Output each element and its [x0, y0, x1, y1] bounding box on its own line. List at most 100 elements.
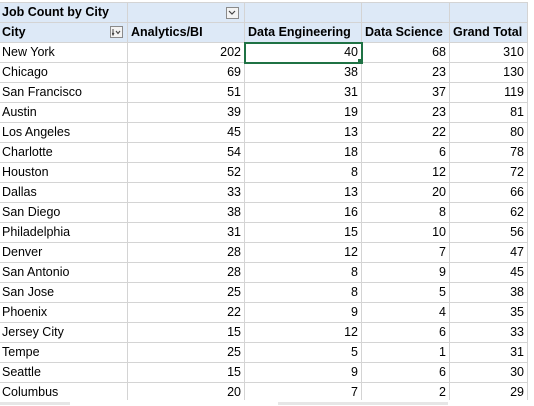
value-cell[interactable]: 66 [449, 182, 528, 203]
value-cell[interactable]: 6 [361, 142, 450, 163]
table-row: Jersey City 15 12 6 33 [0, 322, 528, 343]
value-cell[interactable]: 119 [449, 82, 528, 103]
column-filter-dropdown-icon[interactable] [226, 6, 239, 19]
value-cell[interactable]: 130 [449, 62, 528, 83]
value-cell[interactable]: 28 [127, 262, 245, 283]
value-cell[interactable]: 28 [127, 242, 245, 263]
value-cell[interactable]: 54 [127, 142, 245, 163]
value-cell[interactable]: 39 [127, 102, 245, 123]
value-cell[interactable]: 8 [244, 162, 362, 183]
value-cell[interactable]: 45 [449, 262, 528, 283]
city-cell[interactable]: Jersey City [0, 322, 128, 343]
table-row: Dallas 33 13 20 66 [0, 182, 528, 203]
value-cell[interactable]: 45 [127, 122, 245, 143]
value-cell[interactable]: 35 [449, 302, 528, 323]
value-cell[interactable]: 8 [244, 262, 362, 283]
city-cell[interactable]: Denver [0, 242, 128, 263]
value-cell[interactable]: 12 [244, 322, 362, 343]
value-cell[interactable]: 5 [244, 342, 362, 363]
city-cell[interactable]: Tempe [0, 342, 128, 363]
city-cell[interactable]: Austin [0, 102, 128, 123]
value-cell[interactable]: 18 [244, 142, 362, 163]
value-cell[interactable]: 202 [127, 42, 245, 63]
city-cell[interactable]: San Jose [0, 282, 128, 303]
pivot-table: Job Count by City City Analytics/BI [0, 2, 528, 403]
value-cell[interactable]: 72 [449, 162, 528, 183]
table-row: Phoenix 22 9 4 35 [0, 302, 528, 323]
value-cell[interactable]: 25 [127, 282, 245, 303]
row-header-cell[interactable]: City [0, 22, 128, 43]
value-cell[interactable]: 22 [361, 122, 450, 143]
value-cell[interactable]: 12 [361, 162, 450, 183]
value-cell[interactable]: 10 [361, 222, 450, 243]
table-row: San Jose 25 8 5 38 [0, 282, 528, 303]
value-cell[interactable]: 19 [244, 102, 362, 123]
value-cell[interactable]: 4 [361, 302, 450, 323]
table-row: Charlotte 54 18 6 78 [0, 142, 528, 163]
value-cell[interactable]: 13 [244, 182, 362, 203]
value-cell[interactable]: 5 [361, 282, 450, 303]
value-cell[interactable]: 33 [449, 322, 528, 343]
value-cell[interactable]: 9 [244, 302, 362, 323]
city-cell[interactable]: Seattle [0, 362, 128, 383]
value-cell[interactable]: 16 [244, 202, 362, 223]
value-cell[interactable]: 69 [127, 62, 245, 83]
value-cell[interactable]: 37 [361, 82, 450, 103]
city-cell[interactable]: Houston [0, 162, 128, 183]
value-cell[interactable]: 13 [244, 122, 362, 143]
value-cell[interactable]: 25 [127, 342, 245, 363]
value-cell[interactable]: 56 [449, 222, 528, 243]
value-cell[interactable]: 52 [127, 162, 245, 183]
city-cell[interactable]: San Francisco [0, 82, 128, 103]
city-cell[interactable]: New York [0, 42, 128, 63]
value-cell[interactable]: 9 [361, 262, 450, 283]
city-cell[interactable]: Philadelphia [0, 222, 128, 243]
value-cell[interactable]: 51 [127, 82, 245, 103]
value-cell[interactable]: 38 [127, 202, 245, 223]
value-cell[interactable]: 80 [449, 122, 528, 143]
col-header-data-science[interactable]: Data Science [361, 22, 450, 43]
city-cell[interactable]: Dallas [0, 182, 128, 203]
city-cell[interactable]: Charlotte [0, 142, 128, 163]
value-cell[interactable]: 31 [127, 222, 245, 243]
value-cell[interactable]: 15 [244, 222, 362, 243]
value-cell[interactable]: 31 [449, 342, 528, 363]
city-cell[interactable]: San Antonio [0, 262, 128, 283]
selected-cell[interactable]: 40 [243, 41, 363, 64]
value-cell[interactable]: 15 [127, 322, 245, 343]
city-cell[interactable]: Chicago [0, 62, 128, 83]
value-cell[interactable]: 20 [361, 182, 450, 203]
value-cell[interactable]: 310 [449, 42, 528, 63]
value-cell[interactable]: 47 [449, 242, 528, 263]
value-cell[interactable]: 81 [449, 102, 528, 123]
value-cell[interactable]: 68 [361, 42, 450, 63]
col-header-grand-total[interactable]: Grand Total [449, 22, 528, 43]
value-cell[interactable]: 8 [361, 202, 450, 223]
value-cell[interactable]: 38 [244, 62, 362, 83]
value-cell[interactable]: 8 [244, 282, 362, 303]
value-cell[interactable]: 30 [449, 362, 528, 383]
value-cell[interactable]: 62 [449, 202, 528, 223]
value-cell[interactable]: 12 [244, 242, 362, 263]
value-cell[interactable]: 23 [361, 62, 450, 83]
city-cell[interactable]: Los Angeles [0, 122, 128, 143]
value-cell[interactable]: 31 [244, 82, 362, 103]
row-filter-sort-icon[interactable] [110, 26, 123, 38]
value-cell[interactable]: 9 [244, 362, 362, 383]
value-cell[interactable]: 22 [127, 302, 245, 323]
value-cell[interactable]: 38 [449, 282, 528, 303]
value-cell[interactable]: 33 [127, 182, 245, 203]
table-row: San Diego 38 16 8 62 [0, 202, 528, 223]
value-cell[interactable]: 15 [127, 362, 245, 383]
value-cell[interactable]: 7 [361, 242, 450, 263]
value-cell[interactable]: 78 [449, 142, 528, 163]
col-header-data-engineering[interactable]: Data Engineering [244, 22, 362, 43]
value-cell[interactable]: 1 [361, 342, 450, 363]
city-cell[interactable]: Phoenix [0, 302, 128, 323]
fill-handle[interactable] [357, 58, 361, 62]
value-cell[interactable]: 23 [361, 102, 450, 123]
value-cell[interactable]: 6 [361, 322, 450, 343]
value-cell[interactable]: 6 [361, 362, 450, 383]
col-header-analytics-bi[interactable]: Analytics/BI [127, 22, 245, 43]
city-cell[interactable]: San Diego [0, 202, 128, 223]
